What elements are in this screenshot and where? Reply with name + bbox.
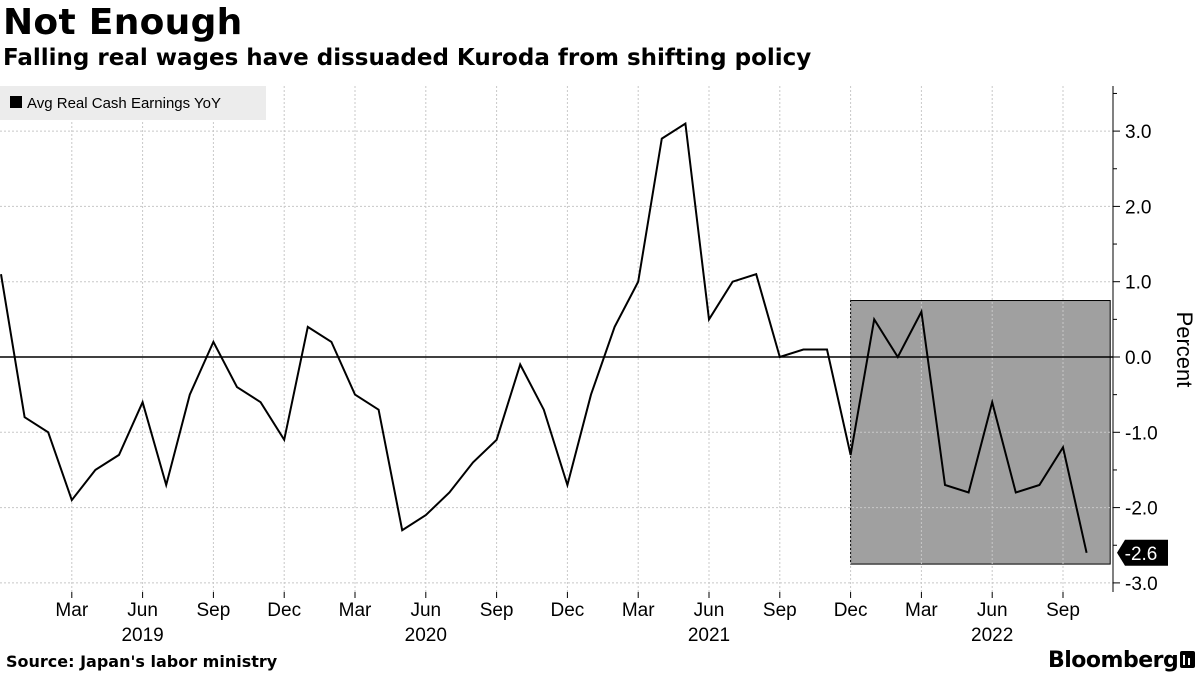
x-tick-label: Sep (480, 600, 514, 621)
x-tick-label: Mar (622, 600, 655, 621)
x-tick-label: Mar (339, 600, 372, 621)
last-value-label: -2.6 (1125, 544, 1158, 565)
x-tick-label: Dec (267, 600, 301, 621)
y-tick-label: 2.0 (1125, 197, 1151, 218)
y-tick-label: 3.0 (1125, 122, 1151, 143)
x-tick-label: Dec (551, 600, 585, 621)
tick-label-layer: 3.0 2.0 1.0 0.0 -1.0 -2.0 -3.0 Mar Jun Sep Dec Mar J… (55, 122, 1197, 646)
chart-subtitle: Falling real wages have dissuaded Kuroda… (3, 45, 812, 71)
x-tick-label: Mar (55, 600, 88, 621)
y-tick-label: -1.0 (1125, 423, 1158, 444)
x-year-label: 2022 (971, 625, 1013, 646)
bloomberg-logo: Bloomberg (1048, 648, 1179, 673)
x-tick-label: Sep (763, 600, 797, 621)
y-tick-label: 1.0 (1125, 273, 1151, 294)
legend-swatch (10, 96, 22, 108)
y-tick-label: 0.0 (1125, 348, 1151, 369)
legend-box (0, 86, 266, 120)
x-tick-label: Jun (127, 600, 158, 621)
x-tick-label: Jun (694, 600, 725, 621)
chart-title: Not Enough (3, 2, 243, 43)
bloomberg-terminal-icon (1180, 651, 1195, 668)
grid-layer (0, 86, 1113, 592)
y-axis-title: Percent (1172, 312, 1197, 388)
x-tick-label: Sep (1046, 600, 1080, 621)
x-year-label: 2020 (405, 625, 447, 646)
last-value-callout (1117, 539, 1168, 566)
series-line-layer (0, 121, 1088, 554)
y-tick-label: -2.0 (1125, 499, 1158, 520)
x-tick-label: Jun (410, 600, 441, 621)
source-note: Source: Japan's labor ministry (6, 652, 278, 671)
x-tick-label: Dec (834, 600, 868, 621)
x-year-label: 2019 (121, 625, 163, 646)
x-year-label: 2021 (688, 625, 730, 646)
x-tick-label: Mar (905, 600, 938, 621)
legend: Avg Real Cash Earnings YoY (0, 86, 266, 120)
x-tick-label: Jun (977, 600, 1008, 621)
series-line-avg-real-cash-earnings (0, 121, 1088, 554)
legend-entry: Avg Real Cash Earnings YoY (27, 95, 221, 112)
y-tick-label: -3.0 (1125, 574, 1158, 595)
x-tick-label: Sep (196, 600, 230, 621)
